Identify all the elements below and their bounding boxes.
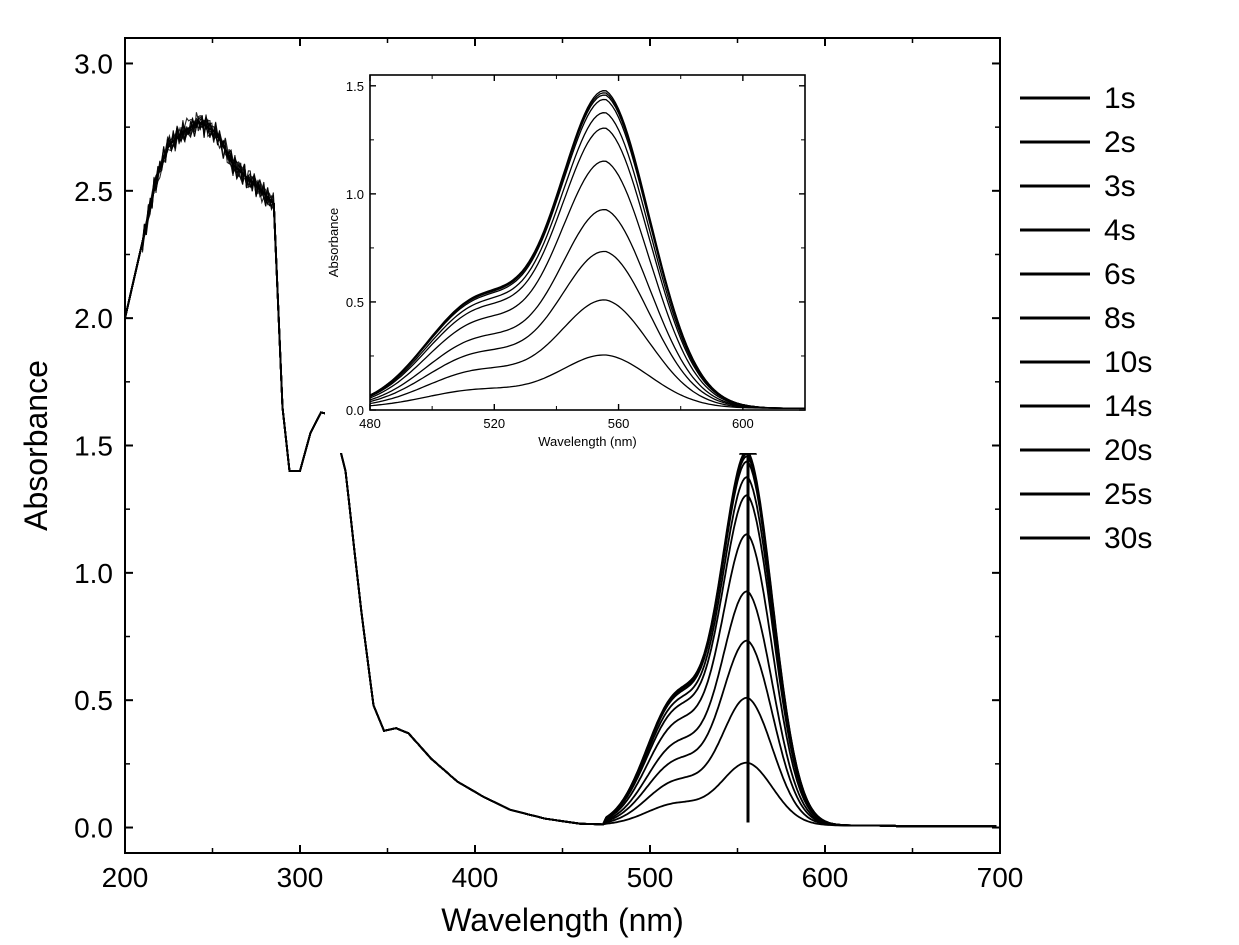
svg-text:1.5: 1.5 [346, 79, 364, 94]
svg-text:520: 520 [483, 416, 505, 431]
svg-text:600: 600 [802, 862, 849, 893]
legend-label: 3s [1104, 170, 1136, 203]
legend-label: 6s [1104, 258, 1136, 291]
svg-text:1.5: 1.5 [74, 431, 113, 462]
svg-text:3.0: 3.0 [74, 48, 113, 79]
chart-container: 200 300 400 500 600 700 0.0 0.5 1.0 1.5 2.0 2.5 3.0 W… [0, 0, 1239, 945]
svg-text:400: 400 [452, 862, 499, 893]
svg-text:560: 560 [608, 416, 630, 431]
svg-text:0.0: 0.0 [346, 403, 364, 418]
legend-label: 1s [1104, 82, 1136, 115]
svg-text:2.5: 2.5 [74, 176, 113, 207]
svg-text:0.5: 0.5 [74, 685, 113, 716]
svg-text:Wavelength (nm): Wavelength (nm) [538, 434, 637, 449]
svg-text:200: 200 [102, 862, 149, 893]
legend-label: 8s [1104, 302, 1136, 335]
svg-text:480: 480 [359, 416, 381, 431]
svg-text:2.0: 2.0 [74, 303, 113, 334]
svg-text:Absorbance: Absorbance [326, 208, 341, 277]
legend-label: 20s [1104, 434, 1152, 467]
svg-text:0.0: 0.0 [74, 813, 113, 844]
svg-text:600: 600 [732, 416, 754, 431]
svg-text:300: 300 [277, 862, 324, 893]
svg-text:1.0: 1.0 [346, 187, 364, 202]
ylabel: Absorbance [18, 360, 54, 531]
xlabel: Wavelength (nm) [441, 902, 683, 938]
legend-label: 4s [1104, 214, 1136, 247]
legend-label: 10s [1104, 346, 1152, 379]
legend-label: 30s [1104, 522, 1152, 555]
svg-text:700: 700 [977, 862, 1024, 893]
legend-label: 14s [1104, 390, 1152, 423]
legend-label: 25s [1104, 478, 1152, 511]
legend-label: 2s [1104, 126, 1136, 159]
main-chart-svg: 200 300 400 500 600 700 0.0 0.5 1.0 1.5 2.0 2.5 3.0 W… [0, 0, 1239, 945]
svg-text:1.0: 1.0 [74, 558, 113, 589]
svg-text:0.5: 0.5 [346, 295, 364, 310]
svg-text:500: 500 [627, 862, 674, 893]
